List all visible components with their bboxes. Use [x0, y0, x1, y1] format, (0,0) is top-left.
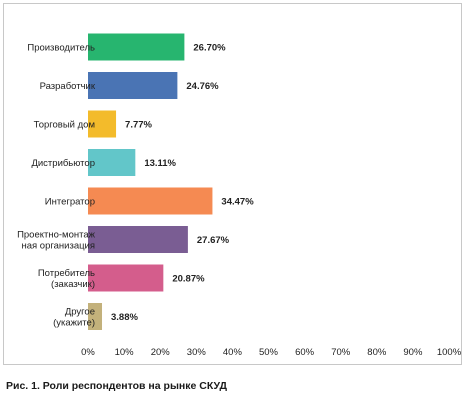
- category-label-7: Другое (укажите): [53, 307, 95, 329]
- bar-chart: Производитель 26.70% Разработчик 24.76% Торг…: [17, 33, 462, 358]
- value-label-1: 24.76%: [186, 81, 219, 92]
- category-label-5: Проектно-монтаж ная организация: [17, 230, 96, 252]
- value-label-4: 34.47%: [221, 197, 254, 208]
- value-label-0: 26.70%: [193, 43, 226, 54]
- figure-caption: Рис. 1. Роли респондентов на рынке СКУД: [6, 380, 227, 392]
- x-tick-label-10: 100%: [437, 347, 462, 358]
- x-tick-label-3: 30%: [187, 347, 207, 358]
- chart-frame: Производитель 26.70% Разработчик 24.76% Торг…: [3, 3, 462, 365]
- x-tick-label-2: 20%: [151, 347, 171, 358]
- bar-4: [88, 187, 213, 215]
- x-tick-label-0: 0%: [81, 347, 95, 358]
- value-label-5: 27.67%: [197, 235, 230, 246]
- x-tick-label-7: 70%: [331, 347, 351, 358]
- bar-2: [88, 110, 117, 138]
- category-label-1: Разработчик: [40, 81, 96, 92]
- x-tick-label-5: 50%: [259, 347, 279, 358]
- bar-0: [88, 33, 185, 61]
- category-label-4: Интегратор: [45, 197, 95, 208]
- x-tick-label-1: 10%: [115, 347, 135, 358]
- x-tick-label-8: 80%: [367, 347, 387, 358]
- bar-5: [88, 226, 188, 253]
- category-label-2: Торговый дом: [34, 120, 95, 131]
- bar-3: [88, 149, 136, 176]
- category-label-0: Производитель: [27, 43, 95, 54]
- value-label-6: 20.87%: [172, 274, 205, 285]
- x-tick-label-4: 40%: [223, 347, 243, 358]
- x-tick-label-6: 60%: [295, 347, 315, 358]
- bar-6: [88, 264, 164, 292]
- x-tick-label-9: 90%: [403, 347, 423, 358]
- value-label-2: 7.77%: [125, 120, 152, 131]
- bar-1: [88, 72, 178, 99]
- value-label-7: 3.88%: [111, 312, 138, 323]
- value-label-3: 13.11%: [144, 158, 176, 169]
- bar-7: [88, 303, 103, 330]
- category-label-6: Потребитель (заказчик): [38, 268, 95, 290]
- category-label-3: Дистрибьютор: [31, 158, 95, 169]
